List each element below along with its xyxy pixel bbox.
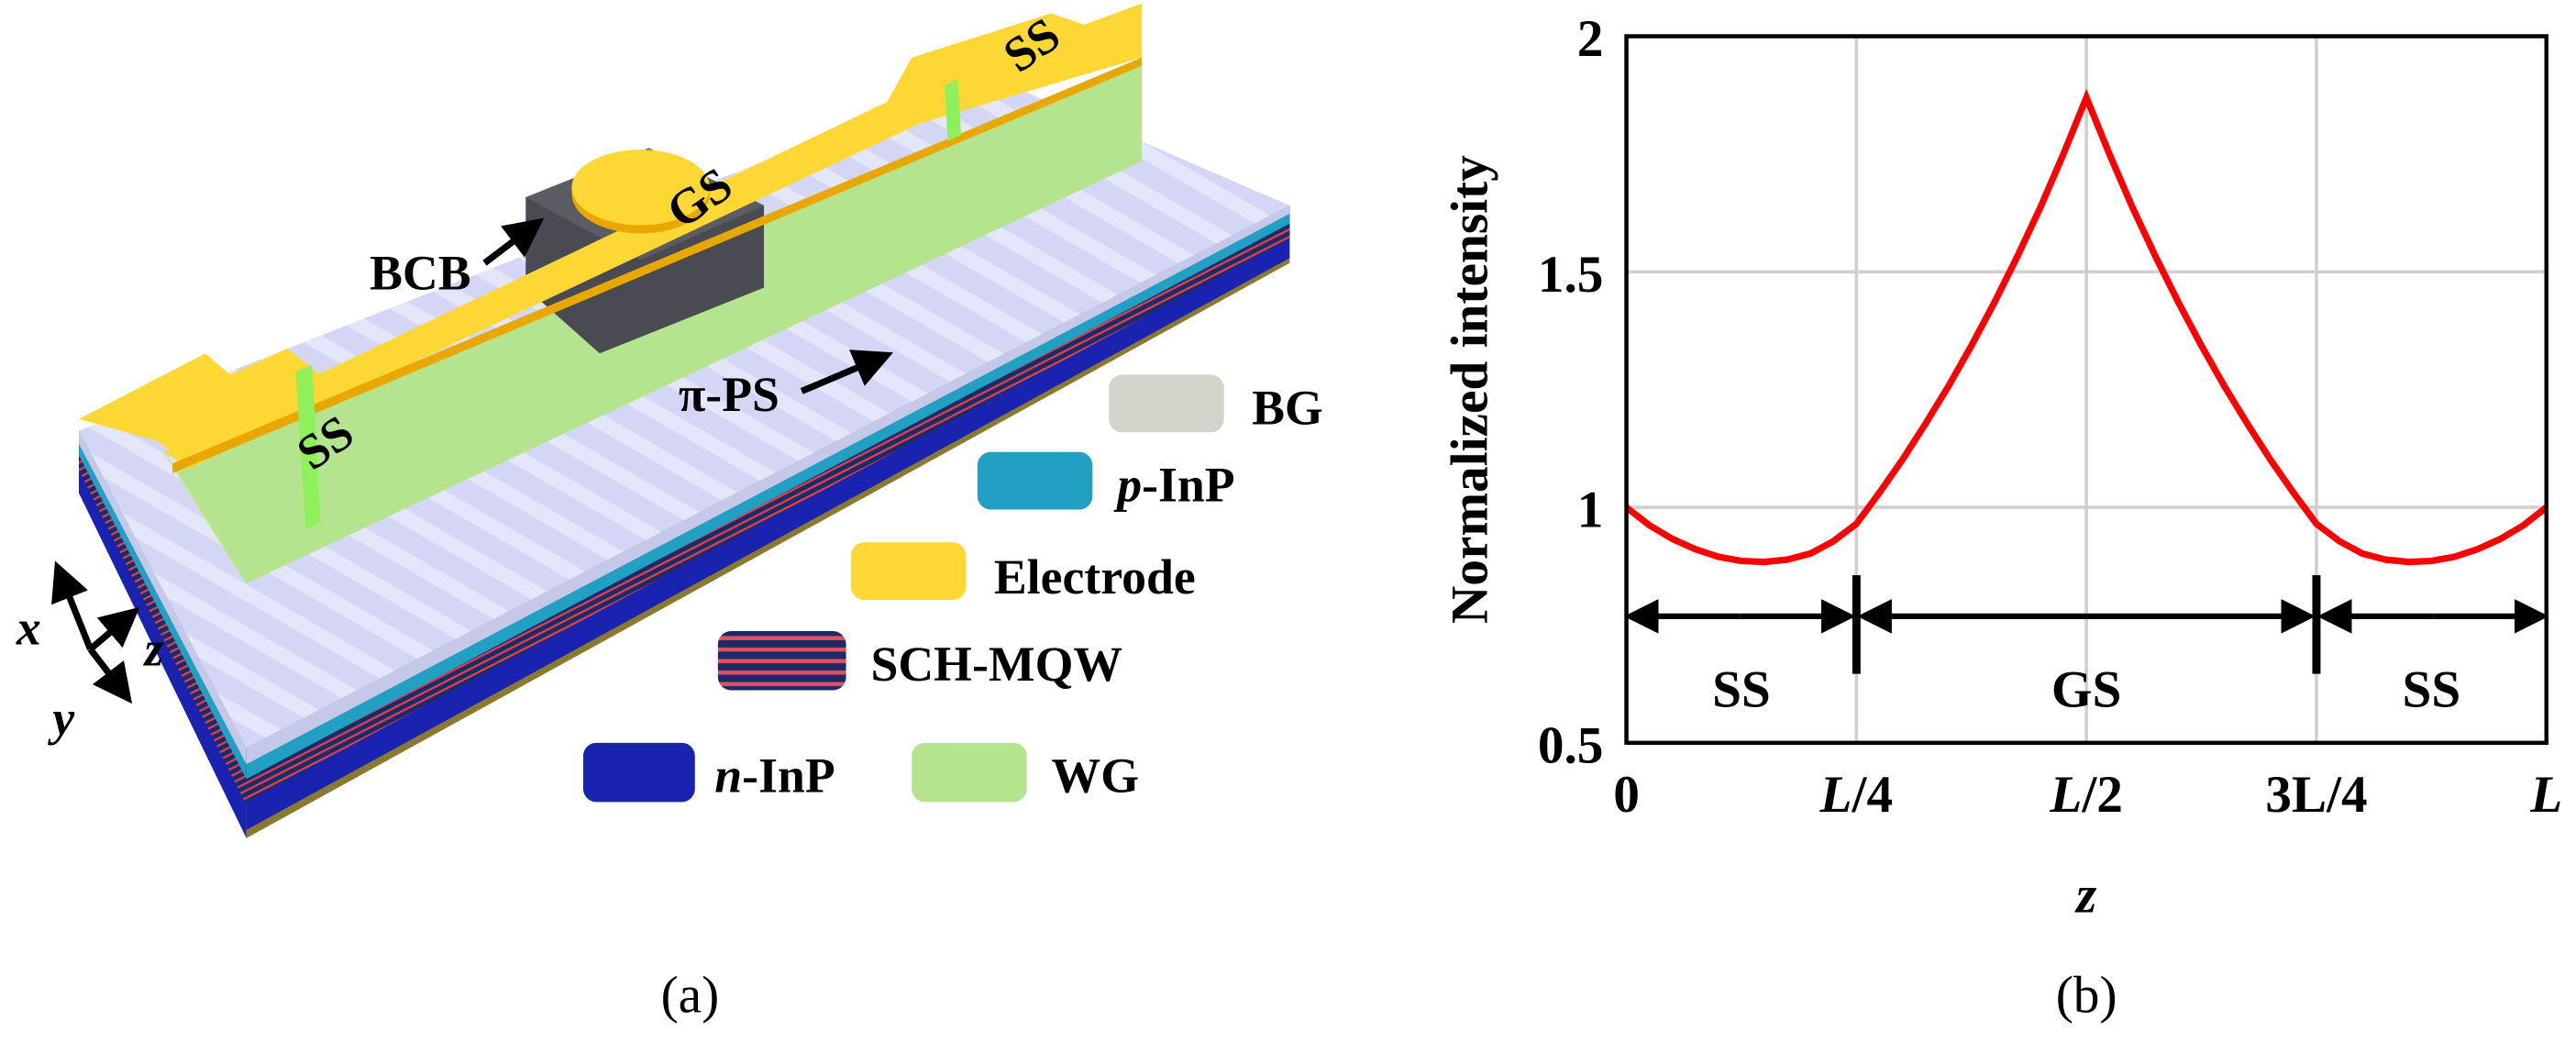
y-axis-label: Normalized intensity — [1441, 155, 1498, 624]
legend-label-n-inp: n-InP — [714, 748, 835, 804]
axis-label-y: y — [47, 691, 74, 746]
legend-swatch-bg — [1109, 374, 1224, 433]
electrode-gap-left — [295, 364, 321, 529]
legend-prefix-n: n — [714, 748, 742, 804]
electrode-ss-left — [78, 348, 321, 464]
arrow-pi-ps — [800, 349, 893, 394]
x-tick-label-part: L — [1819, 766, 1852, 824]
x-tick-label-part: /4 — [1852, 766, 1894, 824]
y-axis-arrow — [87, 647, 133, 704]
z-axis-arrow — [88, 606, 140, 652]
legend-label-bg: BG — [1252, 380, 1323, 435]
legend-text-p-inp: -InP — [1142, 458, 1235, 513]
end-face-top — [78, 430, 247, 765]
plot-frame — [1624, 34, 2548, 746]
legend-swatch-electrode — [850, 542, 967, 600]
legend: BG p-InP Electrode SCH-MQW n-InP WG — [582, 374, 1323, 804]
x-tick-label: 0 — [1613, 766, 1640, 824]
x-tick-label: L/2 — [2049, 766, 2123, 824]
x-axis-arrow — [51, 560, 94, 651]
legend-text-n-inp: -InP — [742, 748, 835, 804]
grid — [1626, 36, 2547, 743]
legend-label-sch-mqw: SCH-MQW — [870, 637, 1122, 692]
x-tick-label-part: 0 — [1613, 766, 1640, 824]
x-tick-label: L — [2529, 766, 2562, 824]
legend-swatch-n-inp — [582, 742, 695, 803]
top-surface — [78, 73, 1290, 748]
electrode-edge — [172, 57, 1143, 474]
axis-label-x: x — [16, 600, 41, 655]
x-tick-label-part: L — [2049, 766, 2082, 824]
device-diagram: BCB GS SS SS π-PS x z y BG p-InP Electro… — [16, 3, 1323, 1025]
x-tick-label-part: /2 — [2081, 766, 2123, 824]
intensity-chart: SS GS SS 0.511.52 0 L/4 L/2 3L/4 L z Normalize… — [1441, 10, 2562, 1025]
legend-label-electrode: Electrode — [994, 549, 1196, 604]
arrow-bcb — [482, 217, 545, 266]
x-tick-label: L/4 — [1819, 766, 1894, 824]
legend-swatch-sch-mqw — [717, 631, 846, 691]
x-tick-label-part: L/4 — [2292, 766, 2368, 824]
electrode-gap-right — [945, 79, 962, 142]
label-pi-ps: π-PS — [679, 367, 779, 422]
section-annotations: SS GS SS — [1623, 575, 2549, 718]
legend-label-wg: WG — [1052, 748, 1140, 804]
legend-prefix-p: p — [1113, 458, 1142, 513]
y-tick-label: 1 — [1577, 482, 1604, 539]
y-tick-label: 2 — [1577, 10, 1604, 68]
legend-swatch-wg — [912, 742, 1027, 803]
x-axis-label: z — [2074, 866, 2097, 924]
legend-swatch-p-inp — [977, 451, 1093, 510]
caption-b: (b) — [2056, 967, 2117, 1025]
waveguide-end — [156, 440, 247, 584]
axis-label-z: z — [143, 622, 164, 677]
span-label: GS — [2051, 660, 2121, 718]
x-tick-label-part: L — [2529, 766, 2562, 824]
span-label: SS — [1712, 660, 1771, 718]
bg-layer — [246, 205, 1290, 765]
caption-a: (a) — [661, 967, 720, 1025]
x-tick-labels: 0 L/4 L/2 3L/4 L — [1613, 766, 2562, 824]
span-label: SS — [2402, 660, 2460, 718]
y-tick-label: 0.5 — [1538, 716, 1604, 774]
electrode-ss-left-bar — [98, 361, 211, 425]
intensity-curve — [1624, 88, 2548, 566]
x-tick-label-part: 3 — [2265, 766, 2292, 824]
legend-label-p-inp: p-InP — [1113, 458, 1234, 513]
x-tick-label: 3L/4 — [2265, 766, 2367, 824]
y-tick-labels: 0.5 1 1.5 2 — [1538, 10, 1604, 774]
y-tick-label: 1.5 — [1538, 246, 1604, 304]
label-bcb: BCB — [370, 245, 470, 300]
electrode-gs-body — [164, 102, 921, 469]
electrode-pad-top — [571, 150, 710, 226]
